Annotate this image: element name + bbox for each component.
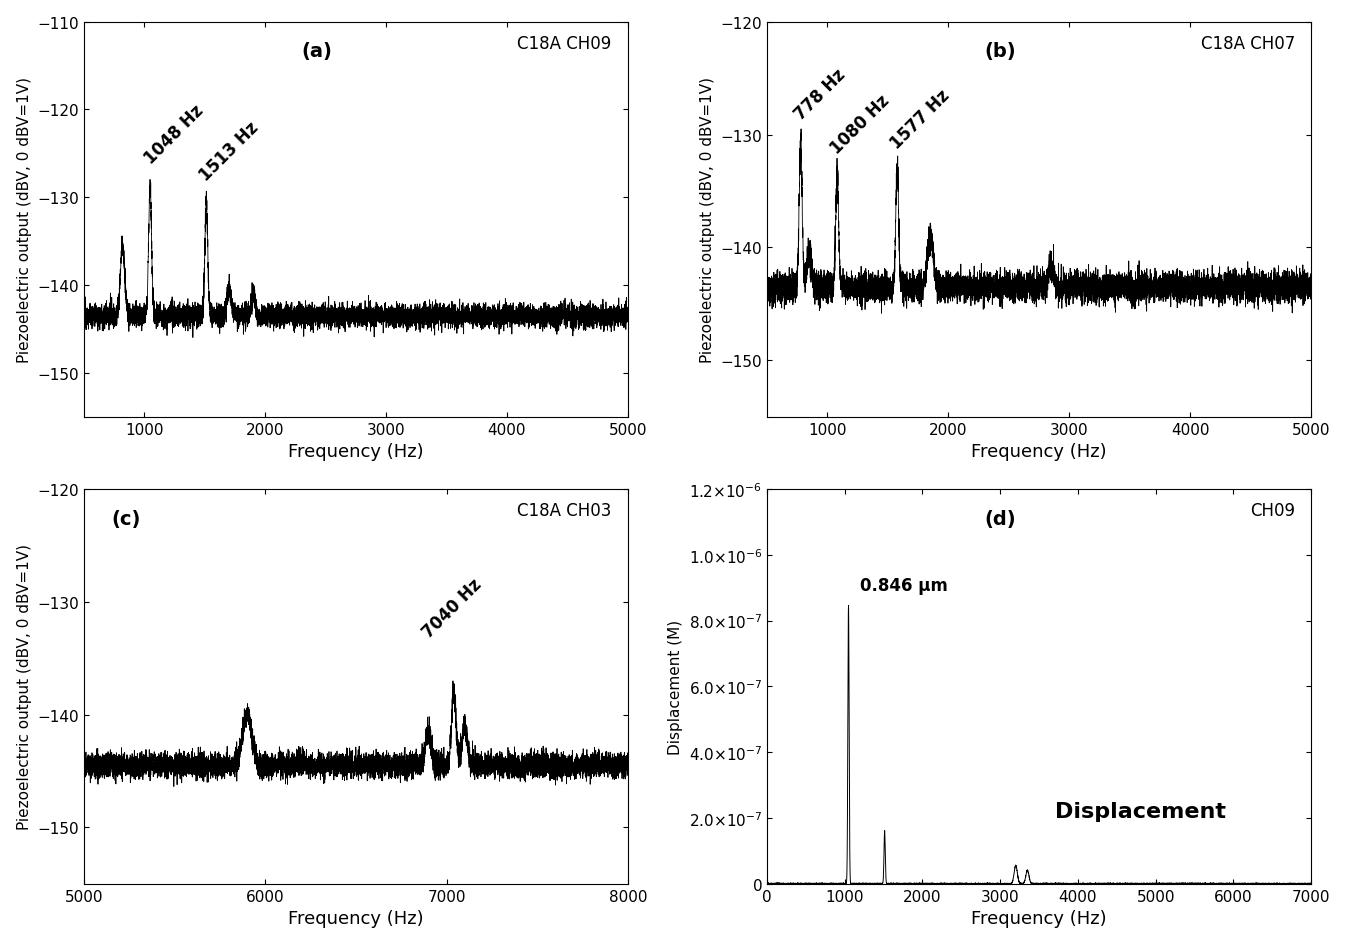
X-axis label: Frequency (Hz): Frequency (Hz) bbox=[971, 909, 1107, 927]
Text: C18A CH09: C18A CH09 bbox=[517, 35, 612, 53]
Text: (c): (c) bbox=[110, 509, 140, 528]
X-axis label: Frequency (Hz): Frequency (Hz) bbox=[288, 909, 424, 927]
Y-axis label: Piezoelectric output (dBV, 0 dBV=1V): Piezoelectric output (dBV, 0 dBV=1V) bbox=[16, 77, 32, 362]
Text: 778 Hz: 778 Hz bbox=[791, 66, 849, 124]
Text: 1513 Hz: 1513 Hz bbox=[197, 119, 263, 185]
Y-axis label: Piezoelectric output (dBV, 0 dBV=1V): Piezoelectric output (dBV, 0 dBV=1V) bbox=[16, 544, 32, 830]
Text: (d): (d) bbox=[985, 509, 1016, 528]
Y-axis label: Piezoelectric output (dBV, 0 dBV=1V): Piezoelectric output (dBV, 0 dBV=1V) bbox=[700, 77, 715, 362]
Text: C18A CH03: C18A CH03 bbox=[517, 501, 612, 519]
X-axis label: Frequency (Hz): Frequency (Hz) bbox=[288, 443, 424, 461]
Text: (a): (a) bbox=[302, 42, 333, 61]
Text: 1048 Hz: 1048 Hz bbox=[140, 101, 206, 167]
Text: 7040 Hz: 7040 Hz bbox=[419, 576, 485, 642]
Text: (b): (b) bbox=[985, 42, 1016, 61]
Y-axis label: Displacement (M): Displacement (M) bbox=[668, 619, 683, 754]
Text: 0.846 μm: 0.846 μm bbox=[861, 577, 948, 595]
X-axis label: Frequency (Hz): Frequency (Hz) bbox=[971, 443, 1107, 461]
Text: Displacement: Displacement bbox=[1055, 801, 1226, 821]
Text: 1080 Hz: 1080 Hz bbox=[827, 93, 893, 158]
Text: 1577 Hz: 1577 Hz bbox=[888, 86, 954, 152]
Text: C18A CH07: C18A CH07 bbox=[1200, 35, 1294, 53]
Text: CH09: CH09 bbox=[1250, 501, 1294, 519]
